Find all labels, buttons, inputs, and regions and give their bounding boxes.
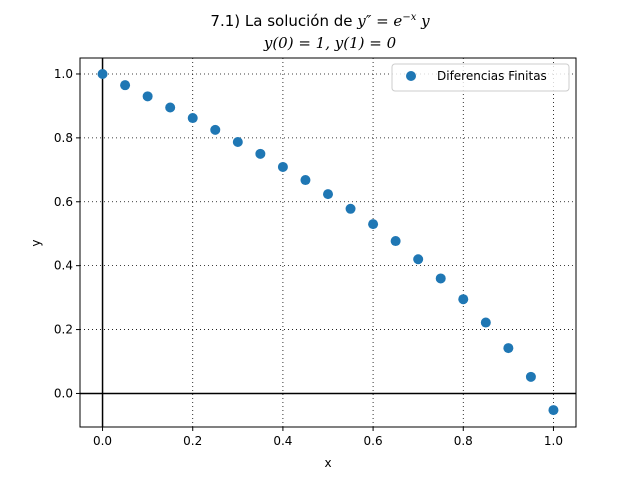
y-tick-label: 0.8 — [54, 131, 73, 145]
chart-title-line2: y(0) = 1, y(1) = 0 — [263, 34, 397, 52]
x-tick-label: 0.2 — [183, 434, 202, 448]
y-tick-label: 0.2 — [54, 323, 73, 337]
data-point — [525, 371, 536, 382]
data-point — [165, 102, 176, 113]
data-point — [300, 175, 311, 186]
y-tick-label: 0.4 — [54, 259, 73, 273]
grid — [80, 58, 576, 427]
data-point — [480, 317, 491, 328]
data-point — [413, 254, 424, 265]
title-suffix: y — [416, 12, 430, 30]
chart-title-line1: 7.1) La solución de y″ = e−x y — [210, 12, 430, 30]
x-tick-label: 1.0 — [544, 434, 563, 448]
x-axis-label: x — [324, 456, 331, 470]
title-prefix: 7.1) La solución de — [210, 12, 357, 30]
data-point — [548, 405, 559, 416]
title-exponent: −x — [402, 12, 416, 23]
data-point — [503, 343, 514, 354]
x-tick-label: 0.0 — [93, 434, 112, 448]
zero-lines — [80, 58, 576, 427]
x-tick-label: 0.6 — [364, 434, 383, 448]
data-point — [323, 189, 333, 200]
data-point — [390, 236, 401, 247]
y-tick-label: 1.0 — [54, 67, 73, 81]
data-point — [232, 137, 243, 148]
data-point — [97, 68, 108, 79]
ticks: 0.0 0.2 0.4 0.6 0.8 1.0 0.0 0.2 0.4 0.6 0.8 1.0 — [54, 67, 563, 448]
data-points — [97, 68, 559, 416]
y-tick-label: 0.0 — [54, 386, 73, 400]
y-tick-label: 0.6 — [54, 195, 73, 209]
data-point — [142, 91, 153, 102]
data-point — [345, 203, 356, 214]
plot-frame — [79, 57, 577, 428]
data-point — [458, 294, 469, 305]
title-equation: y″ = e — [356, 12, 402, 30]
x-tick-label: 0.4 — [273, 434, 292, 448]
data-point — [368, 219, 379, 230]
legend-marker — [406, 71, 416, 81]
legend-label: Diferencias Finitas — [437, 69, 547, 83]
x-tick-label: 0.8 — [454, 434, 473, 448]
legend-box — [391, 63, 570, 92]
data-point — [187, 113, 198, 124]
data-point — [210, 124, 221, 135]
data-point — [120, 80, 131, 91]
data-point — [255, 148, 266, 159]
data-point — [277, 161, 288, 172]
data-point — [435, 273, 446, 284]
y-axis-label: y — [29, 239, 43, 246]
legend: Diferencias Finitas — [391, 63, 570, 92]
